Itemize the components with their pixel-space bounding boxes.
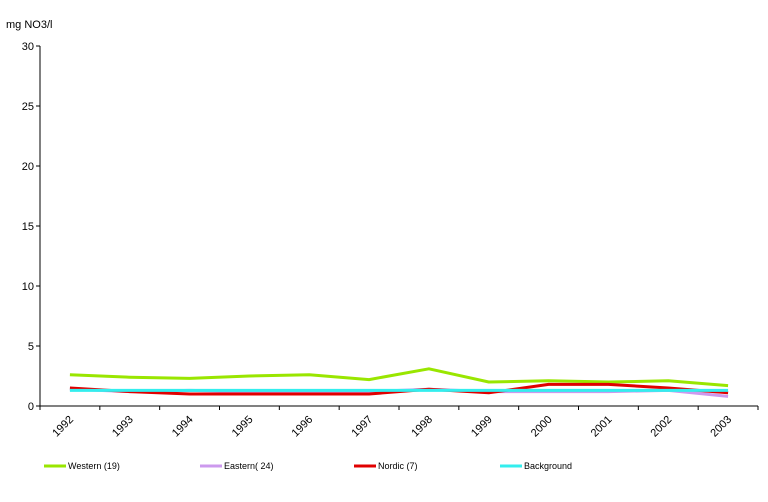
x-tick-label: 1996 bbox=[290, 414, 316, 440]
x-tick-label: 2001 bbox=[589, 414, 615, 440]
series-line-0 bbox=[69, 367, 729, 388]
legend-label: Background bbox=[524, 461, 572, 471]
y-tick-label: 25 bbox=[22, 101, 34, 113]
x-tick-label: 1998 bbox=[409, 414, 435, 440]
legend-label: Nordic (7) bbox=[378, 461, 418, 471]
x-axis-ticks: 1992 1993 1994 1995 1996 1997 1998 1999 2000 2001… bbox=[39, 406, 759, 440]
legend: Western (19) Eastern( 24) Nordic (7) Backgr… bbox=[44, 461, 572, 471]
y-tick-label: 20 bbox=[22, 161, 34, 173]
x-tick-label: 1994 bbox=[170, 414, 196, 440]
legend-label: Western (19) bbox=[68, 461, 120, 471]
x-tick-label: 1992 bbox=[50, 414, 76, 440]
y-axis-unit-label: mg NO3/l bbox=[6, 19, 52, 31]
x-tick-label: 1999 bbox=[469, 414, 495, 440]
y-tick-label: 15 bbox=[22, 221, 34, 233]
x-tick-label: 1997 bbox=[349, 414, 375, 440]
y-tick-label: 10 bbox=[22, 281, 34, 293]
x-tick-label: 2002 bbox=[649, 414, 675, 440]
y-tick-label: 5 bbox=[28, 341, 34, 353]
x-tick-label: 2003 bbox=[708, 414, 734, 440]
series-lines bbox=[69, 367, 729, 398]
x-tick-label: 2000 bbox=[529, 414, 555, 440]
chart-axes bbox=[39, 46, 758, 407]
y-tick-label: 30 bbox=[22, 41, 34, 53]
y-tick-label: 0 bbox=[28, 401, 34, 413]
x-tick-label: 1995 bbox=[230, 414, 256, 440]
y-axis-ticks: 0 5 10 15 20 25 30 bbox=[22, 41, 40, 413]
legend-label: Eastern( 24) bbox=[224, 461, 274, 471]
x-tick-label: 1993 bbox=[110, 414, 136, 440]
